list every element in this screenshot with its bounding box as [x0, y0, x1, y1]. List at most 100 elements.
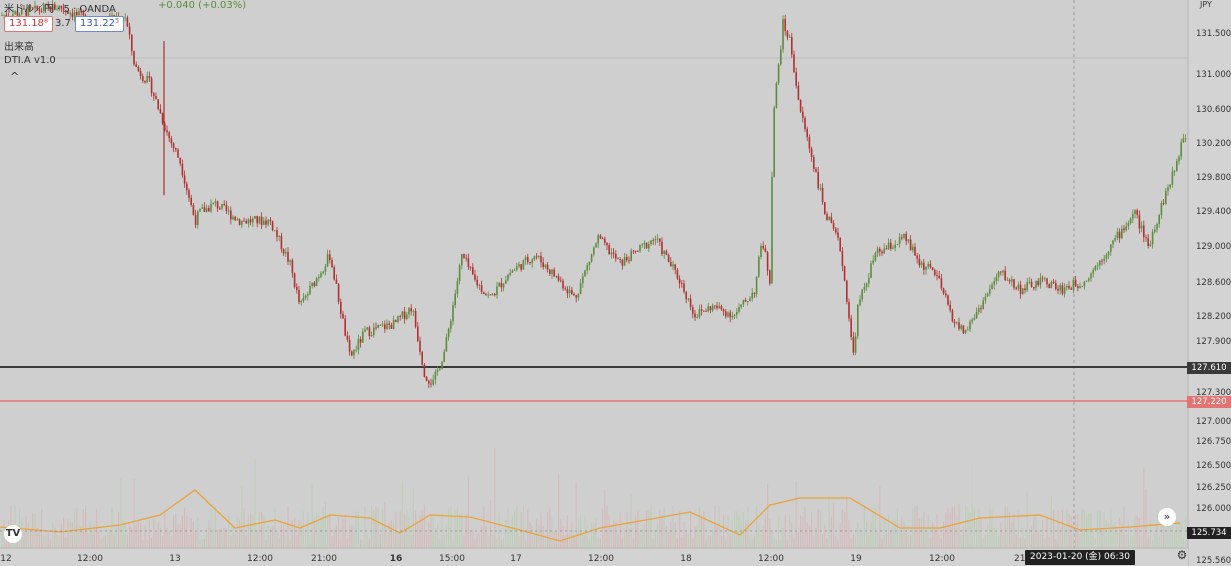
candle-body — [1039, 277, 1042, 286]
candle-body — [912, 246, 914, 251]
volume-bar — [894, 520, 896, 548]
candle-body — [995, 276, 998, 281]
volume-bar — [470, 530, 472, 548]
candle-body — [692, 307, 694, 314]
candle-body — [1006, 279, 1009, 281]
volume-bar — [309, 535, 311, 548]
candle-body — [201, 207, 203, 209]
volume-bar — [170, 536, 172, 548]
candle-body — [1129, 218, 1132, 224]
candle-body — [527, 257, 529, 263]
volume-bar — [932, 522, 934, 548]
candle-body — [318, 277, 320, 279]
volume-bar — [738, 515, 740, 548]
volume-bar — [338, 517, 340, 548]
volume-bar — [619, 512, 621, 548]
volume-bar — [1152, 539, 1154, 548]
scroll-to-realtime-icon[interactable]: » — [1158, 508, 1176, 526]
settings-gear-icon[interactable]: ⚙ — [1176, 548, 1188, 562]
volume-bar — [379, 534, 381, 548]
volume-bar — [276, 532, 278, 548]
volume-bar — [1079, 534, 1081, 548]
volume-bar — [375, 506, 377, 548]
candle-body — [577, 293, 580, 298]
candle-body — [1180, 142, 1182, 157]
volume-bar — [621, 538, 623, 548]
volume-bar — [527, 509, 529, 548]
volume-bar — [63, 517, 65, 548]
volume-bar — [168, 531, 170, 548]
candle-body — [819, 187, 822, 189]
volume-bar — [265, 539, 267, 548]
volume-bar — [102, 536, 104, 548]
candle-body — [452, 305, 454, 322]
volume-bar — [582, 533, 584, 548]
candle-body — [852, 337, 855, 353]
volume-bar — [670, 521, 672, 548]
symbol-title[interactable]: 米ドル／円 · 5 · OANDA — [4, 4, 116, 15]
volume-bar — [859, 528, 861, 548]
sell-price-button[interactable]: 131.18⁸ — [4, 16, 53, 32]
candle-body — [986, 293, 989, 297]
candle-body — [463, 254, 465, 258]
volume-bar — [773, 538, 775, 548]
volume-bar — [360, 539, 362, 548]
volume-bar — [855, 536, 857, 548]
volume-bar — [1055, 539, 1057, 548]
volume-bar — [560, 519, 562, 548]
volume-bar — [929, 536, 931, 548]
volume-bar — [802, 516, 804, 548]
volume-bar — [1072, 525, 1074, 548]
candle-body — [428, 380, 430, 384]
buy-price-button[interactable]: 131.22⁵ — [75, 16, 124, 32]
candle-body — [568, 289, 571, 294]
candle-body — [43, 5, 45, 11]
candle-body — [60, 5, 63, 9]
candle-body — [254, 215, 256, 219]
volume-bar — [467, 476, 469, 548]
candle-body — [135, 64, 137, 67]
tradingview-logo[interactable]: TV — [4, 525, 22, 543]
volume-bar — [826, 538, 828, 548]
candle-body — [663, 250, 665, 255]
candle-body — [1088, 278, 1090, 281]
volume-bar — [822, 533, 824, 548]
collapse-chevron-icon[interactable]: ^ — [10, 70, 20, 83]
y-tick-label: 131.000 — [1196, 70, 1231, 80]
volume-bar — [1163, 521, 1165, 548]
volume-bar — [967, 507, 969, 548]
candle-body — [696, 317, 698, 319]
volume-bar — [437, 523, 439, 548]
candle-body — [331, 260, 333, 267]
candle-body — [918, 258, 921, 266]
volume-indicator-label[interactable]: 出来高 — [4, 42, 34, 53]
candle-body — [1050, 281, 1053, 289]
candle-body — [454, 293, 456, 306]
candle-body — [632, 250, 635, 252]
candle-body — [395, 319, 397, 322]
volume-bar — [883, 520, 885, 548]
volume-bar — [1044, 537, 1046, 548]
candle-body — [223, 203, 225, 206]
volume-bar — [254, 458, 256, 548]
volume-bar — [305, 533, 307, 548]
dti-indicator-label[interactable]: DTI.A v1.0 — [4, 55, 56, 66]
candle-body — [861, 289, 863, 300]
candle-body — [566, 289, 569, 294]
candle-body — [555, 276, 558, 278]
volume-bar — [80, 526, 82, 548]
candle-body — [931, 267, 934, 271]
y-tick-label: 129.000 — [1196, 242, 1231, 252]
volume-bar — [184, 507, 186, 548]
volume-bar — [1101, 527, 1103, 548]
candle-body — [183, 175, 186, 184]
volume-bar — [27, 522, 29, 548]
candle-body — [370, 334, 373, 336]
candle-body — [1114, 237, 1116, 241]
volume-bar — [846, 496, 848, 548]
candle-body — [234, 216, 236, 221]
candle-body — [905, 233, 907, 242]
volume-bar — [104, 535, 106, 548]
volume-bar — [69, 521, 71, 548]
